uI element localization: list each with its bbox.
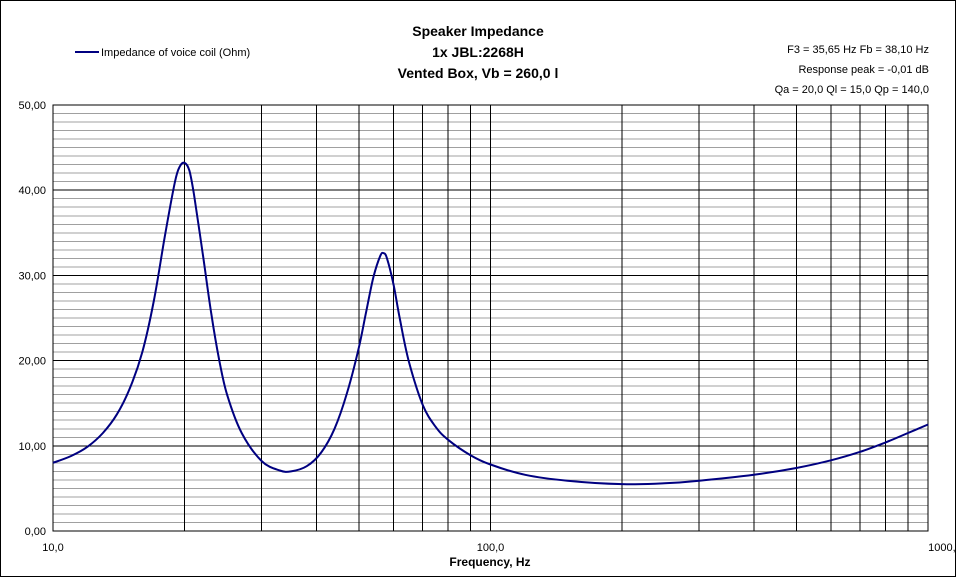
- tick-labels: 0,00 10,00 20,00 30,00 40,00 50,00 10,0 100,0 10…: [18, 100, 955, 554]
- x-axis-label: Frequency, Hz: [449, 555, 530, 569]
- plot-border: [52, 104, 929, 532]
- y-tick-label: 30,00: [18, 270, 46, 282]
- info-line-2: Response peak = -0,01 dB: [798, 64, 929, 76]
- info-line-3: Qa = 20,0 Ql = 15,0 Qp = 140,0: [775, 84, 929, 96]
- y-tick-label: 20,00: [18, 356, 46, 368]
- x-tick-label: 10,0: [42, 542, 63, 554]
- y-tick-label: 50,00: [18, 100, 46, 112]
- legend-label: Impedance of voice coil (Ohm): [101, 47, 250, 59]
- info-line-1: F3 = 35,65 Hz Fb = 38,10 Hz: [787, 44, 929, 56]
- chart-title-line-1: Speaker Impedance: [412, 23, 544, 39]
- chart-title-line-3: Vented Box, Vb = 260,0 l: [398, 65, 559, 81]
- y-tick-label: 0,00: [25, 526, 46, 538]
- y-tick-label: 10,00: [18, 441, 46, 453]
- chart-title-line-2: 1x JBL:2268H: [432, 44, 524, 60]
- impedance-series-line: [52, 161, 929, 486]
- x-tick-label: 100,0: [477, 542, 505, 554]
- y-tick-label: 40,00: [18, 185, 46, 197]
- x-tick-label: 1000,0: [928, 542, 955, 554]
- grid: [53, 105, 928, 531]
